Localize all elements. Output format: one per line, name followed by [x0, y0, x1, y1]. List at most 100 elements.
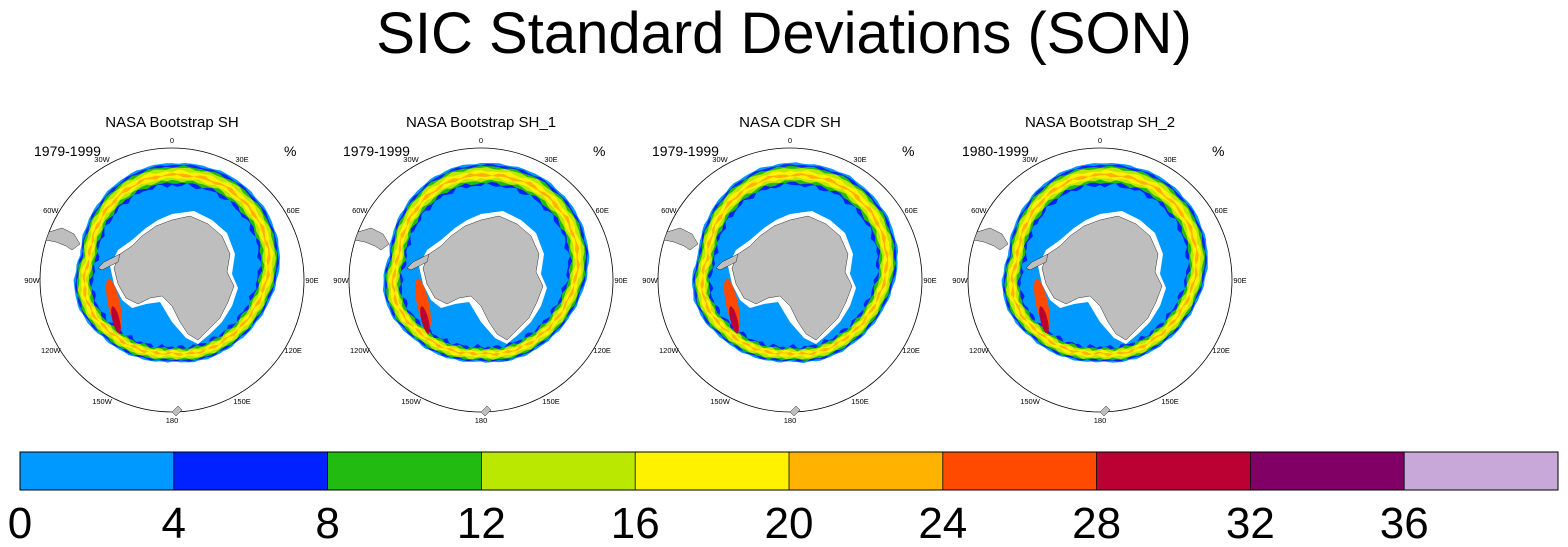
- colorbar-segment: [1096, 452, 1251, 490]
- antarctic-peninsula: [715, 253, 739, 271]
- longitude-label: 90E: [305, 276, 318, 285]
- colorbar-tick-label: 16: [611, 499, 660, 547]
- longitude-label: 90W: [952, 276, 968, 285]
- longitude-label: 60E: [287, 206, 300, 215]
- longitude-label: 90E: [614, 276, 627, 285]
- longitude-label: 60W: [971, 206, 987, 215]
- colorbar-tick-label: 8: [315, 499, 339, 547]
- sea-ice-contour: [1039, 306, 1049, 334]
- panel-title: NASA Bootstrap SH_1: [405, 114, 557, 131]
- colorbar-segment: [1404, 452, 1558, 490]
- colorbar-tick-label: 24: [918, 499, 967, 547]
- map-panel: NASA Bootstrap SH 0 30E 60E 90E 120E 150E 180 1…: [22, 108, 322, 428]
- colorbar-tick-label: 28: [1072, 499, 1121, 547]
- longitude-label: 150W: [401, 397, 422, 406]
- colorbar-tick-label: 4: [162, 499, 186, 547]
- new-zealand-landmass: [789, 405, 801, 417]
- longitude-label: 150E: [1161, 397, 1179, 406]
- sea-ice-contour: [111, 306, 121, 334]
- sea-ice-contour: [420, 306, 430, 334]
- longitude-label: 150E: [851, 397, 869, 406]
- longitude-label: 60W: [661, 206, 677, 215]
- colorbar-segment: [1250, 452, 1405, 490]
- longitude-label: 60E: [1215, 206, 1228, 215]
- panel-title: NASA Bootstrap SH_2: [1024, 114, 1176, 131]
- sea-ice-contour: [729, 306, 739, 334]
- new-zealand-landmass: [480, 405, 492, 417]
- south-america-landmass: [45, 227, 81, 251]
- new-zealand-landmass: [171, 405, 183, 417]
- panel-units: %: [593, 143, 606, 159]
- longitude-label: 90W: [333, 276, 349, 285]
- longitude-label: 180: [784, 416, 797, 425]
- longitude-label: 150E: [233, 397, 251, 406]
- longitude-label: 30W: [1022, 155, 1038, 164]
- panel-units: %: [284, 143, 297, 159]
- panel-units: %: [902, 143, 915, 159]
- longitude-label: 180: [1094, 416, 1107, 425]
- colorbar-tick-label: 12: [457, 499, 506, 547]
- polar-map: 0 30E 60E 90E 120E 150E 180 150W 120W 90W 60W 30W: [642, 136, 936, 425]
- longitude-label: 60W: [43, 206, 59, 215]
- colorbar-segment: [173, 452, 328, 490]
- colorbar-tick-label: 20: [765, 499, 814, 547]
- colorbar-tick-label: 32: [1226, 499, 1275, 547]
- longitude-label: 120W: [41, 346, 62, 355]
- longitude-label: 30W: [403, 155, 419, 164]
- longitude-label: 150W: [92, 397, 113, 406]
- figure-title: SIC Standard Deviations (SON): [376, 1, 1192, 66]
- longitude-label: 60E: [905, 206, 918, 215]
- longitude-label: 120E: [1212, 346, 1230, 355]
- longitude-label: 30W: [94, 155, 110, 164]
- polar-map: 0 30E 60E 90E 120E 150E 180 150W 120W 90W 60W 30W: [24, 136, 318, 425]
- antarctic-peninsula: [1025, 253, 1049, 271]
- colorbar-segment: [635, 452, 789, 490]
- colorbar-segment: [20, 452, 174, 490]
- longitude-label: 0: [788, 136, 792, 145]
- colorbar-segment: [942, 452, 1097, 490]
- polar-map: 0 30E 60E 90E 120E 150E 180 150W 120W 90W 60W 30W: [333, 136, 627, 425]
- longitude-label: 0: [170, 136, 174, 145]
- panel-period: 1979-1999: [34, 143, 101, 159]
- longitude-label: 90E: [923, 276, 936, 285]
- longitude-label: 0: [1098, 136, 1102, 145]
- antarctic-peninsula: [97, 253, 121, 271]
- south-america-landmass: [663, 227, 699, 251]
- longitude-label: 90W: [24, 276, 40, 285]
- polar-map: 0 30E 60E 90E 120E 150E 180 150W 120W 90W 60W 30W: [952, 136, 1246, 425]
- south-america-landmass: [973, 227, 1009, 251]
- longitude-label: 30W: [712, 155, 728, 164]
- antarctic-peninsula: [406, 253, 430, 271]
- longitude-label: 150W: [710, 397, 731, 406]
- longitude-label: 30E: [544, 155, 557, 164]
- colorbar: 0 4 8 12 16 20 24 28 32 36: [8, 451, 1559, 547]
- longitude-label: 120W: [350, 346, 371, 355]
- panel-period: 1979-1999: [343, 143, 410, 159]
- longitude-label: 90E: [1233, 276, 1246, 285]
- map-panel: NASA CDR SH 0 30E 60E 90E 120E 150E 180 150W 120…: [640, 108, 940, 428]
- longitude-label: 150E: [542, 397, 560, 406]
- longitude-label: 120W: [969, 346, 990, 355]
- longitude-label: 30E: [235, 155, 248, 164]
- new-zealand-landmass: [1099, 405, 1111, 417]
- colorbar-segment: [327, 452, 482, 490]
- longitude-label: 60E: [596, 206, 609, 215]
- map-panel: NASA Bootstrap SH_2 0 30E 60E 90E 120E 150E 18…: [950, 108, 1250, 428]
- panel-title: NASA Bootstrap SH: [105, 114, 239, 131]
- longitude-label: 180: [475, 416, 488, 425]
- longitude-label: 120E: [284, 346, 302, 355]
- colorbar-tick-label: 0: [8, 499, 32, 547]
- longitude-label: 30E: [853, 155, 866, 164]
- longitude-label: 150W: [1020, 397, 1041, 406]
- longitude-label: 120E: [593, 346, 611, 355]
- colorbar-segment: [789, 452, 943, 490]
- panel-period: 1979-1999: [652, 143, 719, 159]
- longitude-label: 180: [166, 416, 179, 425]
- panel-title: NASA CDR SH: [739, 114, 841, 131]
- map-panel: NASA Bootstrap SH_1 0 30E 60E 90E 120E 150E 18…: [331, 108, 631, 428]
- panel-period: 1980-1999: [962, 143, 1029, 159]
- longitude-label: 30E: [1163, 155, 1176, 164]
- longitude-label: 120W: [659, 346, 680, 355]
- longitude-label: 60W: [352, 206, 368, 215]
- colorbar-tick-label: 36: [1380, 499, 1429, 547]
